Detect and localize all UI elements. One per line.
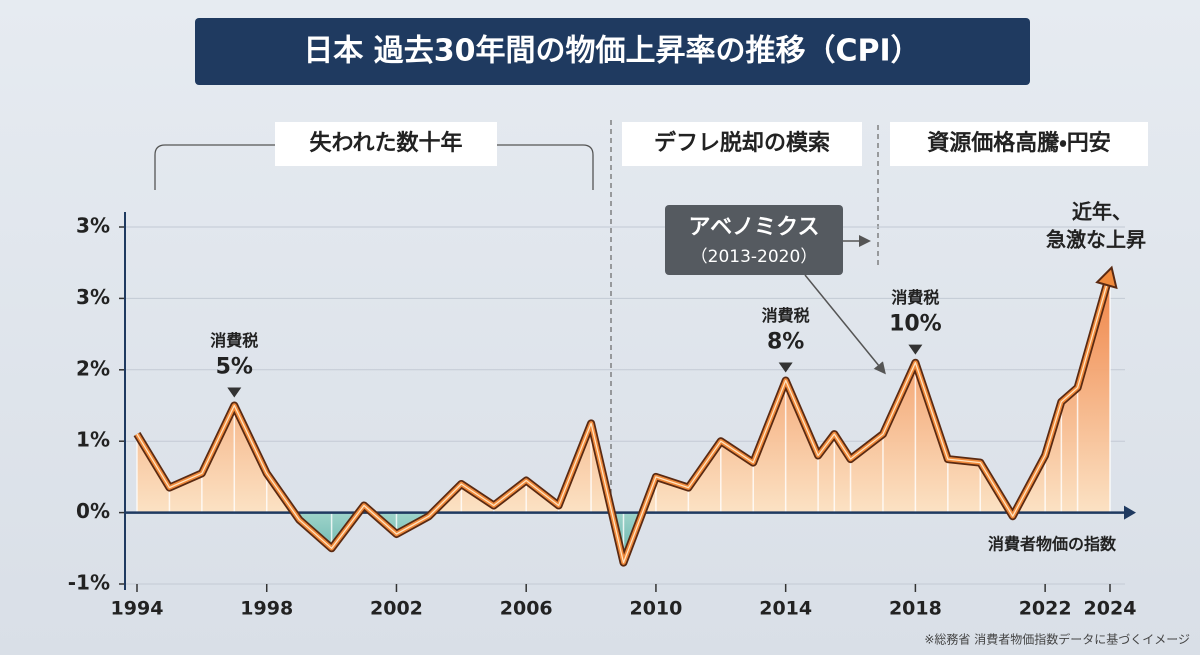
y-tick-label: 2%	[76, 356, 110, 380]
callout-title: アベノミクス	[689, 215, 820, 240]
x-tick-label: 1994	[111, 598, 164, 620]
period-box	[275, 122, 497, 166]
period-label: 失われた数十年	[310, 130, 463, 156]
callout-box	[665, 205, 843, 275]
y-tick-label: 1%	[76, 428, 110, 452]
x-tick-label: 2024	[1084, 598, 1137, 620]
annotation-label: 8%	[767, 330, 804, 355]
annotation-text: 消費税	[210, 331, 258, 350]
callout-arrow	[804, 274, 886, 375]
annotation-pointer	[778, 362, 793, 373]
annotation-pointer	[908, 344, 923, 355]
source-note: ※総務省 消費者物価指数データに基づくイメージ	[924, 632, 1190, 647]
title-box	[195, 18, 1030, 85]
x-tick-label: 2002	[370, 598, 423, 620]
period-label: デフレ脱却の模索	[654, 130, 830, 156]
line-highlight	[136, 273, 1111, 564]
x-tick-label: 2022	[1019, 598, 1072, 620]
trend-note: 急激な上昇	[1046, 228, 1146, 252]
area-fill	[137, 273, 1110, 563]
y-tick-label: 3%	[76, 214, 110, 238]
period-box	[890, 122, 1148, 166]
callout-subtitle: （2013-2020）	[691, 247, 818, 267]
period-label: 資源価格高騰・円安	[927, 130, 1110, 156]
x-tick-label: 2010	[629, 598, 682, 620]
x-tick-label: 2018	[889, 598, 942, 620]
period-box	[622, 122, 862, 166]
y-tick-label: -1%	[68, 571, 110, 595]
axis-label: 消費者物価の指数	[988, 535, 1117, 554]
annotation-text: 消費税	[762, 306, 810, 325]
y-tick-label: 0%	[76, 499, 110, 523]
y-tick-label: 3%	[76, 285, 110, 309]
line-arrowhead	[1095, 265, 1118, 290]
x-tick-label: 1998	[240, 598, 293, 620]
annotation-label: 5%	[216, 355, 253, 380]
chart-title: 日本 過去30年間の物価上昇率の推移（CPI）	[303, 34, 920, 69]
annotation-label: 10%	[889, 312, 942, 337]
x-tick-label: 2014	[759, 598, 812, 620]
trend-note: 近年、	[1072, 200, 1132, 224]
plot-area: -1% 0% 1% 2% 3% 3% 1994 1998 2002 2006 2010 2014 201…	[68, 212, 1137, 620]
annotation-text: 消費税	[891, 288, 939, 307]
annotation-pointer	[227, 387, 242, 398]
x-axis-arrow	[1124, 505, 1136, 520]
x-tick-label: 2006	[500, 598, 553, 620]
